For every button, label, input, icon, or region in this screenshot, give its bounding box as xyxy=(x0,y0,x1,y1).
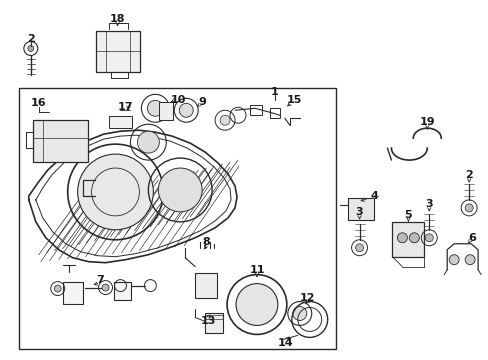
Circle shape xyxy=(158,168,202,212)
Text: 2: 2 xyxy=(27,33,35,44)
Text: 7: 7 xyxy=(97,275,104,285)
Text: 3: 3 xyxy=(355,207,363,217)
Text: 15: 15 xyxy=(286,95,302,105)
Circle shape xyxy=(78,154,153,230)
Text: 10: 10 xyxy=(170,95,185,105)
Text: 8: 8 xyxy=(202,237,209,247)
Text: 6: 6 xyxy=(467,233,475,243)
Bar xyxy=(269,108,279,118)
Circle shape xyxy=(137,131,159,153)
Circle shape xyxy=(355,244,363,252)
Circle shape xyxy=(397,233,407,243)
Circle shape xyxy=(408,233,419,243)
Circle shape xyxy=(292,306,306,320)
Circle shape xyxy=(147,100,163,116)
Bar xyxy=(347,198,373,220)
Text: 1: 1 xyxy=(270,87,278,97)
Text: 16: 16 xyxy=(31,98,46,108)
Text: 9: 9 xyxy=(198,97,205,107)
Text: 14: 14 xyxy=(278,338,293,348)
Circle shape xyxy=(220,115,229,125)
Text: 5: 5 xyxy=(404,210,411,220)
Circle shape xyxy=(464,204,472,212)
Circle shape xyxy=(102,284,109,291)
Circle shape xyxy=(179,103,193,117)
Text: 4: 4 xyxy=(370,191,378,201)
Bar xyxy=(205,314,223,333)
Bar xyxy=(195,273,217,298)
Text: 17: 17 xyxy=(118,102,133,112)
Bar xyxy=(249,105,262,115)
Circle shape xyxy=(236,284,277,325)
Text: 19: 19 xyxy=(419,117,434,127)
Text: 18: 18 xyxy=(109,14,125,24)
Bar xyxy=(159,102,173,120)
Text: 12: 12 xyxy=(300,293,315,302)
Text: 2: 2 xyxy=(464,170,472,180)
Bar xyxy=(108,116,132,128)
Circle shape xyxy=(448,255,458,265)
Bar xyxy=(392,222,424,257)
Bar xyxy=(19,88,335,349)
Circle shape xyxy=(464,255,474,265)
Circle shape xyxy=(425,234,432,242)
Circle shape xyxy=(54,285,61,292)
Circle shape xyxy=(28,45,34,51)
Bar xyxy=(33,120,87,162)
Text: 3: 3 xyxy=(425,199,432,209)
Text: 11: 11 xyxy=(249,265,264,275)
Bar xyxy=(113,282,131,300)
Bar xyxy=(95,31,140,72)
Text: 13: 13 xyxy=(200,316,215,327)
Bar xyxy=(62,282,82,303)
